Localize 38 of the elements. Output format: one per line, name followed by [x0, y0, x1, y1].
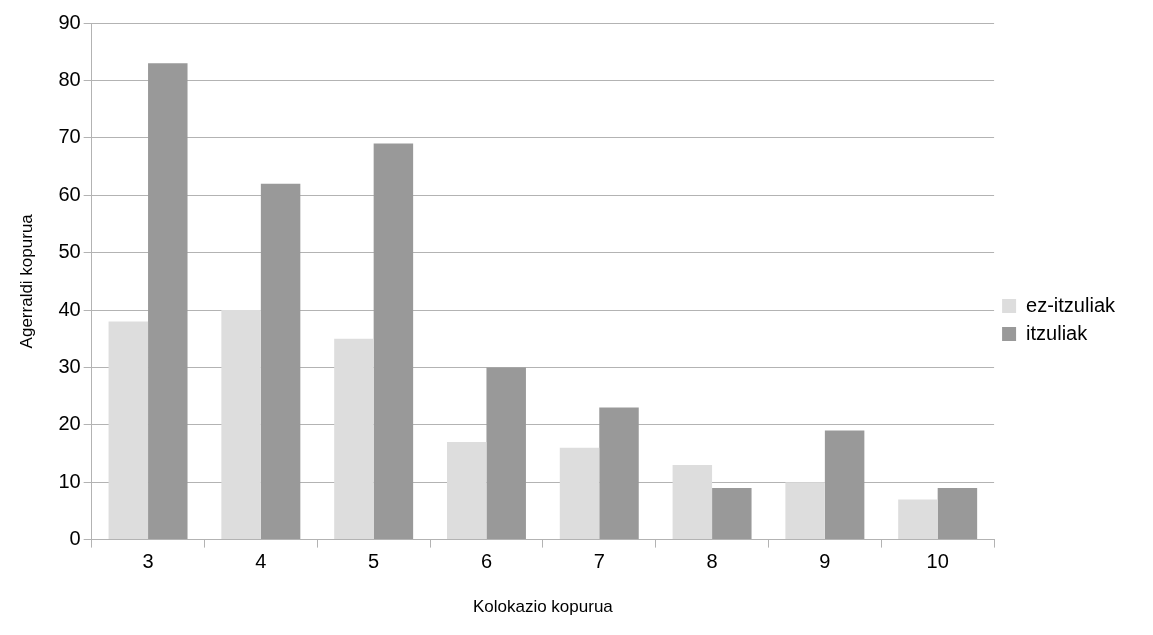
- bar: [373, 143, 414, 540]
- y-tick-label: 40: [58, 297, 81, 320]
- x-tick-label: 3: [142, 550, 154, 573]
- bar: [599, 407, 639, 540]
- x-tick-label: 10: [926, 550, 949, 573]
- bar: [559, 447, 600, 540]
- y-tick-label: 10: [58, 469, 81, 492]
- bar: [148, 63, 188, 540]
- bar: [898, 499, 938, 540]
- bar: [446, 442, 487, 540]
- bar: [486, 367, 526, 540]
- legend-label: ez-itzuliak: [1026, 293, 1116, 316]
- x-tick-label: 7: [593, 550, 605, 573]
- bar: [785, 482, 825, 540]
- y-axis-title: Agerraldi kopurua: [16, 213, 36, 349]
- x-tick-label: 8: [706, 550, 718, 573]
- legend-label: itzuliak: [1026, 321, 1089, 344]
- x-axis-title: Kolokazio kopurua: [472, 597, 614, 617]
- bar: [108, 321, 149, 540]
- y-tick-label: 50: [58, 240, 81, 263]
- bar: [221, 310, 261, 540]
- y-tick-label: 80: [58, 67, 81, 90]
- bar: [334, 338, 374, 540]
- x-tick-label: 9: [819, 550, 831, 573]
- bar: [260, 183, 301, 540]
- bar: [937, 487, 978, 540]
- x-tick-label: 6: [480, 550, 493, 573]
- x-tick-label: 4: [255, 550, 267, 573]
- bar: [672, 464, 713, 540]
- y-tick-label: 90: [58, 10, 81, 33]
- bar: [824, 430, 865, 540]
- y-tick-label: 60: [58, 182, 81, 205]
- bar: [712, 487, 752, 540]
- x-tick-label: 5: [368, 550, 380, 573]
- y-tick-label: 0: [69, 527, 81, 550]
- y-tick-label: 70: [58, 125, 81, 148]
- y-tick-label: 30: [58, 354, 81, 377]
- y-tick-label: 20: [58, 412, 81, 435]
